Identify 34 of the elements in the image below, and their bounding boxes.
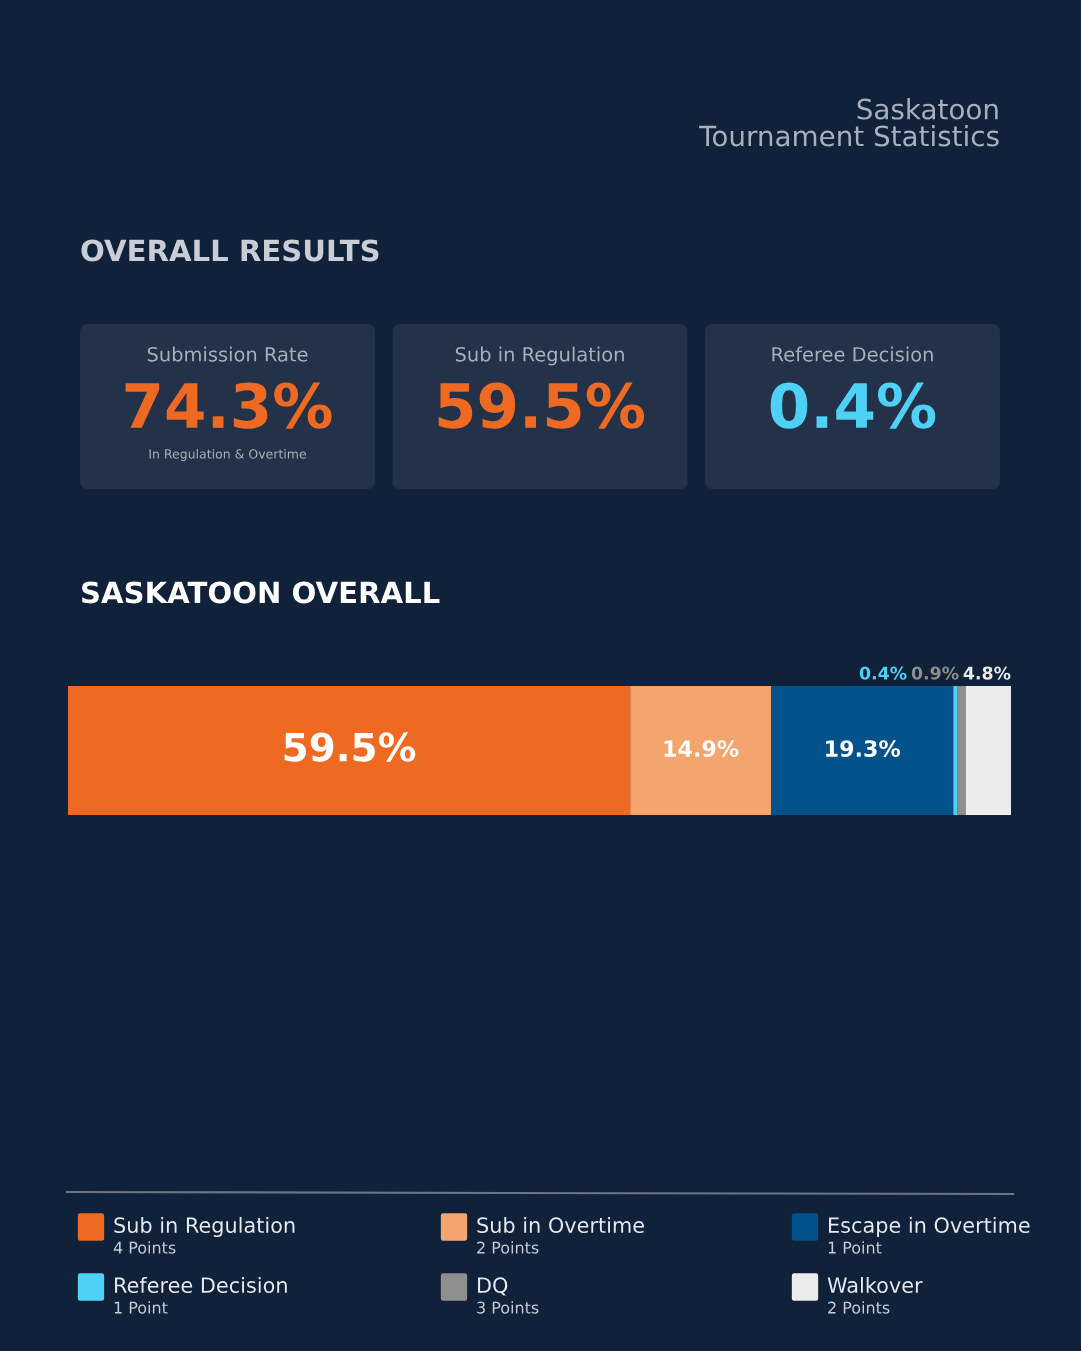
category-label: Sub in Regulation xyxy=(455,346,624,366)
text: 4 Points xyxy=(113,1241,176,1254)
data-label: 0.4% xyxy=(859,666,907,680)
category-label: Submission Rate xyxy=(147,346,308,362)
legend-label: Sub in Overtime xyxy=(477,1216,644,1234)
legend-label: Sub in Regulation xyxy=(114,1216,295,1238)
data-label: 14.9% xyxy=(664,740,739,757)
bar xyxy=(68,686,631,815)
text: 1 Point xyxy=(828,1241,882,1254)
text: 3 Points xyxy=(477,1301,539,1314)
data-label: 59.5% xyxy=(284,732,416,762)
text: 2 Points xyxy=(477,1241,539,1254)
text: 59.5% xyxy=(438,382,645,429)
legend-label: Referee Decision xyxy=(115,1276,287,1294)
bar xyxy=(953,686,958,815)
category-label: Referee Decision xyxy=(772,346,933,362)
data-label: 4.8% xyxy=(963,666,1011,680)
chart-title: SASKATOON OVERALL xyxy=(82,581,440,604)
data-label: 19.3% xyxy=(826,740,901,757)
legend-label: Walkover xyxy=(827,1276,923,1294)
text: 2 Points xyxy=(828,1301,890,1314)
text: 74.3% xyxy=(125,382,332,429)
text: 0.4% xyxy=(770,382,936,429)
text: 1 Point xyxy=(114,1301,168,1314)
bar xyxy=(957,686,966,815)
bar xyxy=(630,686,771,815)
bar xyxy=(771,686,954,815)
legend-label: DQ xyxy=(478,1277,508,1296)
legend-label: Escape in Overtime xyxy=(829,1216,1030,1238)
text: In Regulation & Overtime xyxy=(149,448,306,462)
bar xyxy=(965,686,1011,815)
data-label: 0.9% xyxy=(911,666,959,680)
text: Saskatoon Tournament Statistics xyxy=(699,98,999,147)
text: OVERALL RESULTS xyxy=(81,239,379,262)
